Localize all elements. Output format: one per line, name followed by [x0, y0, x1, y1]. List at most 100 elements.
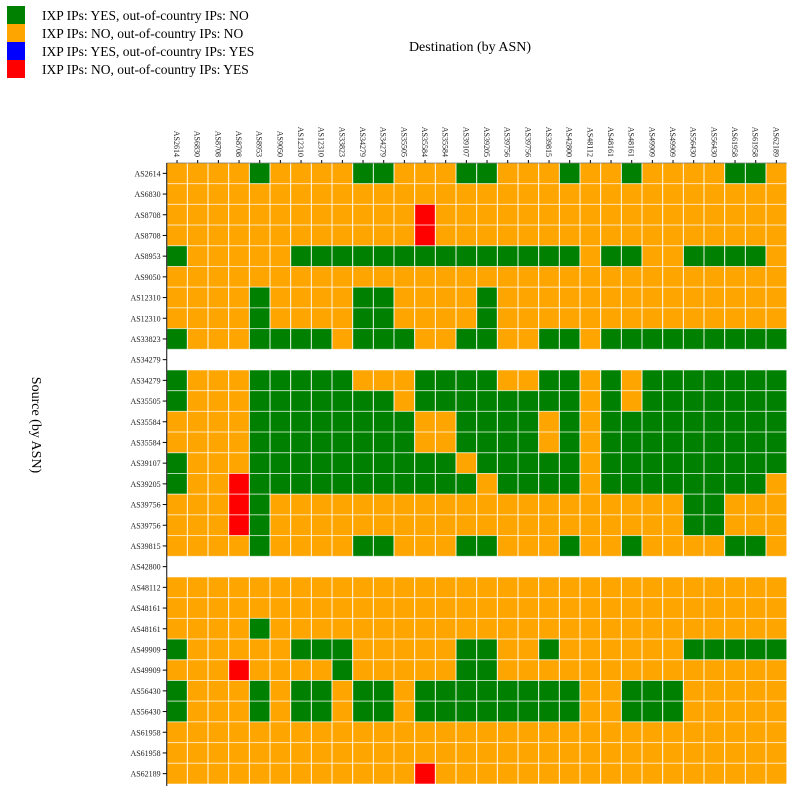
heatmap-cell — [744, 452, 767, 474]
heatmap-cell — [269, 762, 292, 785]
heatmap-cell — [455, 576, 478, 599]
heatmap-cell — [228, 266, 250, 288]
heatmap-cell — [207, 680, 230, 702]
heatmap-cell — [310, 473, 333, 495]
heatmap-cell — [538, 638, 560, 661]
heatmap-cell — [662, 617, 684, 640]
heatmap-cell — [765, 224, 788, 247]
heatmap-cell — [620, 390, 643, 412]
heatmap-cell — [744, 307, 767, 330]
heatmap-cell — [744, 762, 767, 785]
heatmap-cell — [765, 700, 788, 723]
heatmap-cell — [765, 638, 788, 661]
heatmap-cell — [248, 328, 271, 350]
heatmap-cell — [703, 183, 726, 205]
x-tick-label: AS35584 — [441, 127, 450, 157]
heatmap-cell — [682, 700, 705, 723]
heatmap-cell — [372, 721, 395, 744]
heatmap-cell — [744, 162, 767, 185]
heatmap-cell — [166, 328, 188, 350]
heatmap-cell — [434, 680, 457, 702]
heatmap-cell — [517, 390, 540, 412]
heatmap-cell — [269, 742, 292, 764]
x-tick-label: AS48161 — [627, 127, 636, 157]
heatmap-cell — [765, 535, 788, 557]
heatmap-cell — [579, 410, 602, 433]
heatmap-cell — [455, 390, 478, 412]
heatmap-cell — [558, 700, 581, 723]
heatmap-cell — [641, 514, 664, 537]
heatmap-cell — [186, 535, 209, 557]
heatmap-cell — [455, 369, 478, 392]
heatmap-cell — [352, 452, 374, 474]
heatmap-cell — [600, 162, 622, 185]
heatmap-cell — [372, 390, 395, 412]
heatmap-cell — [682, 617, 705, 640]
heatmap-cell — [393, 617, 416, 640]
heatmap-cell — [620, 431, 643, 454]
heatmap-cell — [248, 162, 271, 185]
heatmap-cell — [538, 680, 560, 702]
heatmap-cell — [476, 617, 498, 640]
heatmap-cell — [248, 390, 271, 412]
heatmap-cell — [724, 266, 746, 288]
heatmap-cell — [228, 410, 250, 433]
heatmap-cell — [538, 183, 560, 205]
heatmap-cell — [476, 576, 498, 599]
heatmap-cell — [620, 203, 643, 226]
heatmap-cell — [455, 638, 478, 661]
heatmap-cell — [248, 680, 271, 702]
legend-swatch — [7, 42, 25, 60]
heatmap-cell — [207, 183, 230, 205]
heatmap-cell — [207, 597, 230, 619]
heatmap-cell — [765, 286, 788, 309]
heatmap-cell — [476, 307, 498, 330]
heatmap-cell — [414, 410, 436, 433]
heatmap-cell — [724, 307, 746, 330]
heatmap-cell — [579, 286, 602, 309]
heatmap-cell — [620, 266, 643, 288]
heatmap-cell — [682, 431, 705, 454]
legend-label: IXP IPs: NO, out-of-country IPs: YES — [42, 62, 249, 77]
x-tick-label: AS34279 — [379, 127, 388, 157]
heatmap-cell — [662, 162, 684, 185]
heatmap-cell — [248, 286, 271, 309]
heatmap-cell — [393, 535, 416, 557]
y-tick-label: AS61958 — [130, 728, 160, 737]
heatmap-cell — [744, 638, 767, 661]
heatmap-cell — [765, 762, 788, 785]
heatmap-cell — [393, 514, 416, 537]
heatmap-cell — [579, 328, 602, 350]
heatmap-cell — [228, 390, 250, 412]
heatmap-cell — [269, 431, 292, 454]
heatmap-cell — [393, 307, 416, 330]
heatmap-cell — [476, 286, 498, 309]
heatmap-cell — [166, 286, 188, 309]
heatmap-cell — [414, 162, 436, 185]
heatmap-cell — [744, 617, 767, 640]
heatmap-cell — [558, 597, 581, 619]
heatmap-cell — [393, 286, 416, 309]
heatmap-cell — [393, 369, 416, 392]
heatmap-cell — [269, 266, 292, 288]
x-tick-label: AS9050 — [275, 131, 284, 157]
heatmap-cell — [434, 493, 457, 516]
heatmap-cell — [744, 203, 767, 226]
heatmap-cell — [600, 597, 622, 619]
heatmap-cell — [372, 328, 395, 350]
heatmap-cell — [352, 410, 374, 433]
heatmap-cell — [662, 473, 684, 495]
heatmap-cell — [434, 617, 457, 640]
heatmap-cell — [434, 514, 457, 537]
heatmap-cell — [310, 266, 333, 288]
heatmap-cell — [310, 162, 333, 185]
legend: IXP IPs: YES, out-of-country IPs: NO IXP … — [7, 6, 254, 78]
heatmap-cell — [290, 680, 312, 702]
heatmap-cell — [434, 286, 457, 309]
heatmap-cell — [496, 473, 519, 495]
heatmap-cell — [186, 742, 209, 764]
heatmap-cell — [744, 742, 767, 764]
x-tick-label: AS2614 — [172, 131, 181, 157]
heatmap-cell — [662, 700, 684, 723]
heatmap-cell — [600, 203, 622, 226]
